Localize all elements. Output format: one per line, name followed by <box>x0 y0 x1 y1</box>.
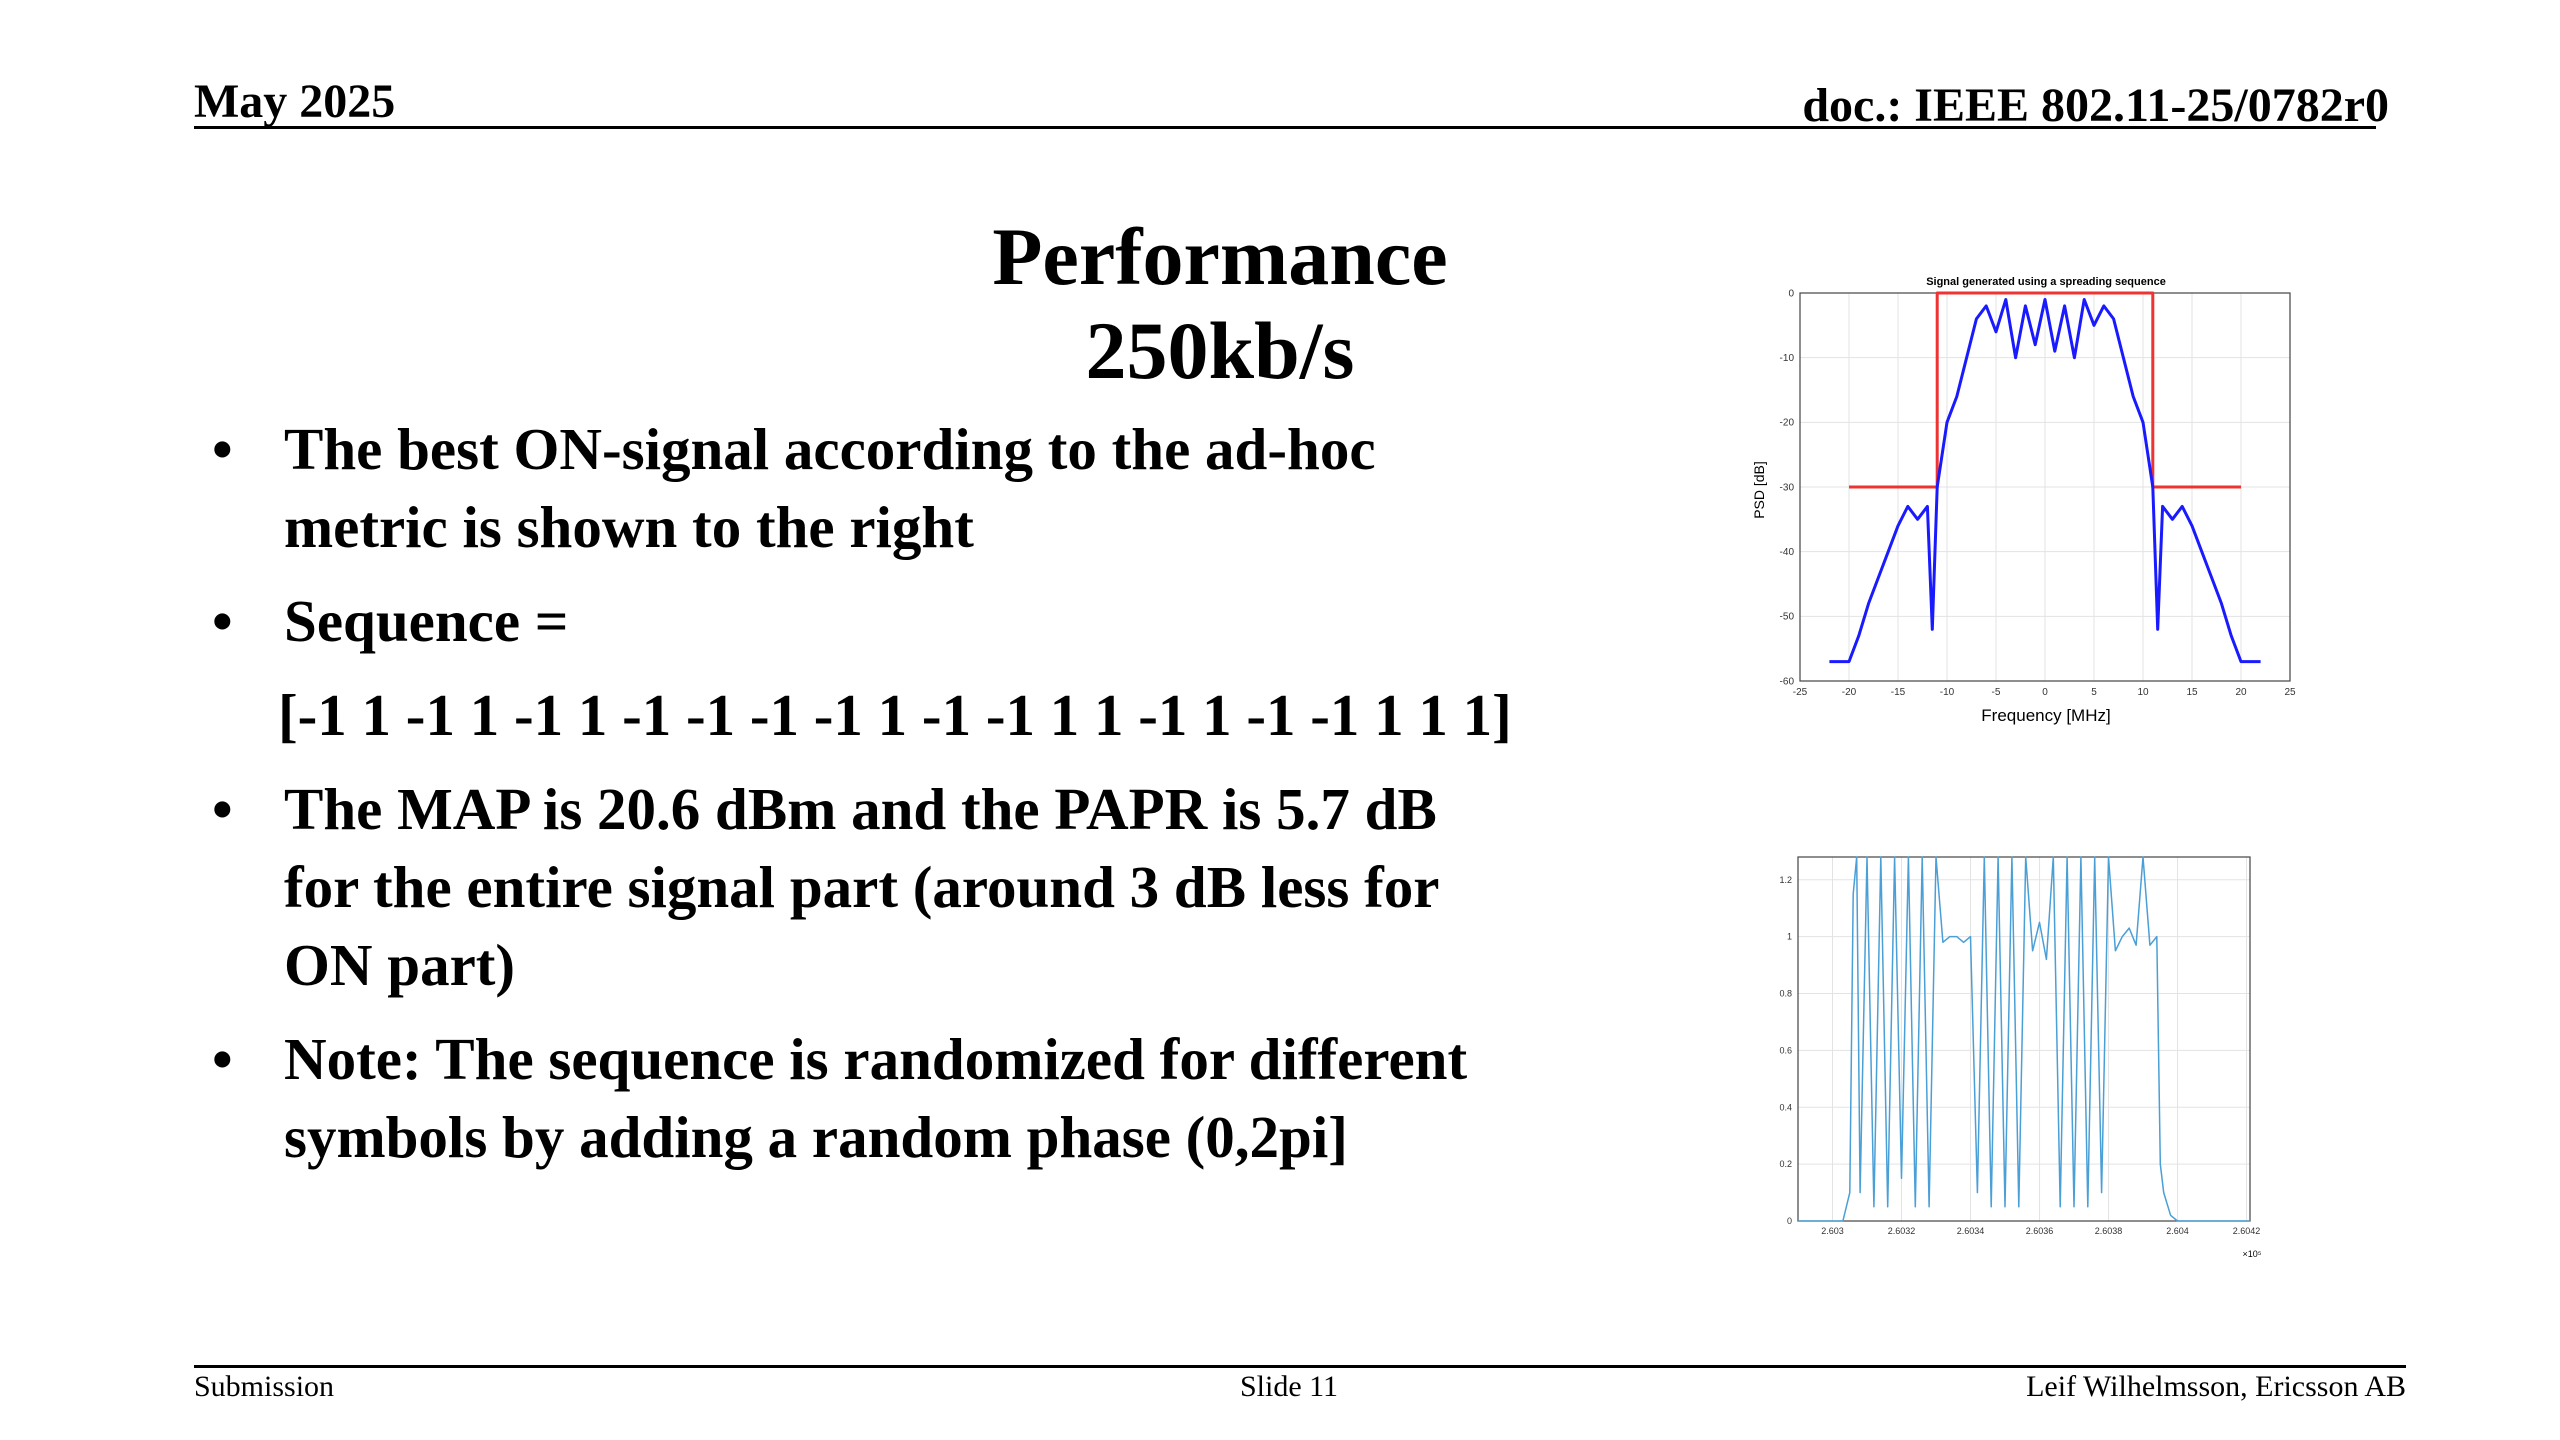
bullet-marker: • <box>212 776 233 842</box>
x-tick-label: 5 <box>2091 687 2097 698</box>
series-line <box>1849 291 2241 489</box>
bullet-line: for the entire signal part (around 3 dB … <box>284 854 1440 920</box>
slide-title: Performance 250kb/s <box>992 211 1448 396</box>
y-tick-label: 0 <box>1788 288 1794 299</box>
y-axis-label: PSD [dB] <box>1751 461 1767 519</box>
footer-slide-number: Slide 11 <box>1240 1370 1339 1403</box>
envelope-chart: ×10⁵ 2.603 2.6032 2.6034 2.6036 2.6038 2.604 2… <box>1779 856 2262 1259</box>
bullet-line: Note: The sequence is randomized for dif… <box>284 1026 1468 1092</box>
bullet-marker: • <box>212 588 233 654</box>
y-tick-label: -30 <box>1780 482 1795 493</box>
x-tick-label: 2.603 <box>1821 1226 1844 1236</box>
plot-frame <box>1797 856 2251 1222</box>
y-tick-label: -50 <box>1780 612 1795 623</box>
y-tick-label: 0.8 <box>1779 989 1792 999</box>
x-tick-label: -5 <box>1992 687 2001 698</box>
y-tick-label: 0.6 <box>1779 1045 1792 1055</box>
y-tick-label: -10 <box>1780 353 1795 364</box>
y-tick-label: 1 <box>1787 932 1792 942</box>
x-tick-label: -15 <box>1891 687 1906 698</box>
x-axis-multiplier: ×10⁵ <box>2243 1249 2262 1259</box>
y-tick-label: 0.4 <box>1779 1102 1792 1112</box>
bullet-line: metric is shown to the right <box>284 494 974 560</box>
x-tick-label: 20 <box>2235 687 2247 698</box>
bullet-line: The best ON-signal according to the ad-h… <box>284 416 1376 482</box>
bullet-item: • The MAP is 20.6 dBm and the PAPR is 5.… <box>200 770 1700 1004</box>
y-tick-label: -20 <box>1780 418 1795 429</box>
header-doc-number: doc.: IEEE 802.11-25/0782r0 <box>1802 79 2389 132</box>
footer-submission: Submission <box>194 1370 335 1403</box>
x-tick-label: -10 <box>1940 687 1955 698</box>
y-tick-label: 1.2 <box>1779 875 1792 885</box>
x-tick-label: 0 <box>2042 687 2048 698</box>
bullet-line: ON part) <box>284 932 516 998</box>
bullet-marker: • <box>212 1026 233 1092</box>
x-tick-label: 2.6038 <box>2095 1226 2123 1236</box>
header-date: May 2025 <box>194 75 396 128</box>
x-tick-label: 2.604 <box>2166 1226 2189 1236</box>
bullet-line: symbols by adding a random phase (0,2pi] <box>284 1104 1348 1170</box>
x-tick-label: -20 <box>1842 687 1857 698</box>
footer-rule <box>194 1365 2406 1368</box>
footer-author: Leif Wilhelmsson, Ericsson AB <box>2026 1370 2406 1403</box>
header-rule <box>194 126 2376 129</box>
x-tick-label: -25 <box>1793 687 1808 698</box>
y-tick-label: 0.2 <box>1779 1159 1792 1169</box>
y-tick-label: -40 <box>1780 547 1795 558</box>
chart-title: Signal generated using a spreading seque… <box>1926 276 2166 288</box>
sequence-values: [-1 1 -1 1 -1 1 -1 -1 -1 -1 1 -1 -1 1 1 … <box>278 682 1512 748</box>
y-tick-label: -60 <box>1780 676 1795 687</box>
bullet-line: The MAP is 20.6 dBm and the PAPR is 5.7 … <box>284 776 1437 842</box>
bullet-line: Sequence = <box>284 588 569 654</box>
x-tick-label: 2.6032 <box>1888 1226 1916 1236</box>
series-line <box>1829 298 2261 664</box>
x-tick-label: 2.6042 <box>2233 1226 2261 1236</box>
x-tick-label: 15 <box>2186 687 2198 698</box>
x-tick-label: 10 <box>2137 687 2149 698</box>
x-axis-label: Frequency [MHz] <box>1981 706 2110 725</box>
psd-chart: Signal generated using a spreading seque… <box>1751 276 2296 725</box>
x-tick-label: 2.6036 <box>2026 1226 2054 1236</box>
series-line <box>1798 856 2250 1222</box>
x-tick-label: 25 <box>2284 687 2296 698</box>
y-tick-label: 0 <box>1787 1216 1792 1226</box>
bullet-item: • Sequence = <box>200 582 1700 660</box>
x-tick-label: 2.6034 <box>1957 1226 1985 1236</box>
bullet-item: • The best ON-signal according to the ad… <box>200 410 1700 566</box>
bullet-item: • Note: The sequence is randomized for d… <box>200 1020 1700 1176</box>
bullet-list: • The best ON-signal according to the ad… <box>200 410 1700 1192</box>
bullet-marker: • <box>212 416 233 482</box>
